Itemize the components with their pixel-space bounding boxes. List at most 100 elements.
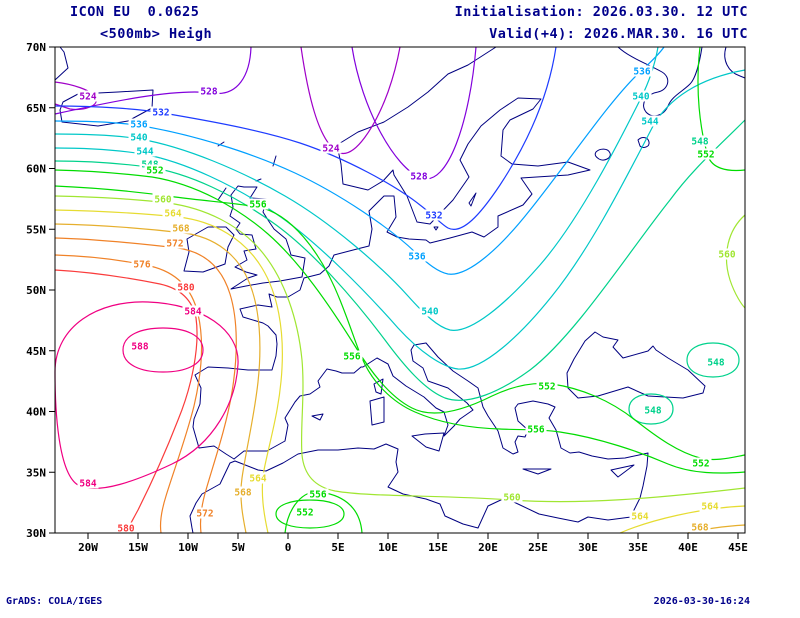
contour-label-572: 572 [196, 508, 213, 519]
contour-label-556: 556 [527, 424, 544, 435]
x-tick-label: 35E [628, 541, 648, 554]
contour-label-544: 544 [641, 116, 658, 127]
contour-line-548 [686, 342, 740, 378]
contour-label-588: 588 [131, 341, 148, 352]
contour-label-bg [689, 521, 711, 533]
contour-label-bg [630, 90, 652, 102]
contour-label-bg [631, 65, 653, 77]
contour-label-bg [690, 457, 712, 469]
contour-label-540: 540 [421, 306, 438, 317]
model-title: ICON EU 0.0625 [70, 4, 200, 20]
creation-timestamp: 2026-03-30-16:24 [653, 596, 750, 607]
contour-label-bg [150, 106, 172, 118]
contour-label-580: 580 [177, 282, 194, 293]
contour-label-536: 536 [633, 66, 650, 77]
contour-label-584: 584 [79, 478, 96, 489]
coastline-path [617, 46, 703, 117]
contour-label-bg [175, 281, 197, 293]
y-tick-label: 45N [26, 345, 46, 358]
coastline-path [411, 432, 445, 452]
contour-label-584: 584 [184, 306, 201, 317]
contour-label-568: 568 [691, 522, 708, 533]
coastline-path [468, 192, 477, 207]
contour-line-552 [275, 499, 345, 529]
contour-label-bg [341, 350, 363, 362]
contour-line-580 [54, 269, 198, 534]
contour-line-588 [122, 327, 204, 373]
contour-label-540: 540 [130, 132, 147, 143]
x-tick-label: 20W [78, 541, 98, 554]
contour-label-548: 548 [644, 405, 661, 416]
coastline-path [272, 155, 277, 167]
contour-label-bg [247, 198, 269, 210]
contour-label-552: 552 [692, 458, 709, 469]
contour-label-564: 564 [164, 208, 181, 219]
contour-label-bg [182, 305, 204, 317]
contour-label-540: 540 [632, 91, 649, 102]
contour-label-552: 552 [296, 507, 313, 518]
contour-label-568: 568 [172, 223, 189, 234]
contour-label-bg [716, 248, 738, 260]
contour-line-564 [619, 505, 746, 534]
y-tick-label: 65N [26, 102, 46, 115]
contour-label-544: 544 [136, 146, 153, 157]
contour-line-552 [54, 169, 746, 461]
coastline-path [233, 342, 474, 460]
contour-label-bg [501, 491, 523, 503]
contour-line-568 [54, 223, 261, 534]
contour-line-560 [54, 195, 746, 503]
contour-label-548: 548 [691, 136, 708, 147]
contour-label-bg [144, 164, 166, 176]
y-tick-label: 60N [26, 163, 46, 176]
x-tick-label: 25E [528, 541, 548, 554]
contour-label-bg [406, 250, 428, 262]
coastline-path [433, 226, 439, 231]
contour-label-564: 564 [701, 501, 718, 512]
coastline-path [311, 413, 324, 421]
contour-label-528: 528 [410, 171, 427, 182]
coastline-path [594, 148, 611, 161]
contour-line-544 [54, 69, 746, 370]
contour-label-532: 532 [425, 210, 442, 221]
x-tick-label: 40E [678, 541, 698, 554]
contour-line-540 [54, 46, 659, 331]
contour-label-bg [247, 472, 269, 484]
coastline-path [369, 396, 385, 426]
coastline-path [566, 331, 706, 399]
contour-label-bg [695, 148, 717, 160]
contour-label-536: 536 [130, 119, 147, 130]
coastline-path [724, 46, 746, 79]
contour-line-572 [54, 237, 237, 534]
contour-line-576 [54, 254, 203, 534]
contour-label-bg [642, 404, 664, 416]
contour-label-556: 556 [309, 489, 326, 500]
contour-label-bg [77, 477, 99, 489]
x-tick-label: 15W [128, 541, 148, 554]
contour-label-bg [128, 131, 150, 143]
x-tick-label: 15E [428, 541, 448, 554]
contour-label-bg [705, 356, 727, 368]
contour-label-bg [129, 340, 151, 352]
contour-label-552: 552 [146, 165, 163, 176]
contour-label-564: 564 [631, 511, 648, 522]
contour-label-bg [689, 135, 711, 147]
contour-label-bg [152, 193, 174, 205]
y-tick-label: 40N [26, 406, 46, 419]
contour-line-548 [628, 393, 674, 425]
contour-label-bg [525, 423, 547, 435]
contour-label-bg [198, 85, 220, 97]
contour-line-536 [54, 46, 665, 275]
contour-label-bg [699, 500, 721, 512]
coastline-path [229, 185, 306, 290]
contour-label-bg [131, 258, 153, 270]
contour-label-532: 532 [152, 107, 169, 118]
contour-label-564: 564 [249, 473, 266, 484]
contour-line-584 [54, 301, 239, 490]
contour-label-548: 548 [707, 357, 724, 368]
coastline-path [217, 187, 227, 201]
grads-stamp: GrADS: COLA/IGES [6, 596, 103, 607]
contour-label-536: 536 [408, 251, 425, 262]
field-title: <500mb> Heigh [100, 26, 213, 42]
contour-label-bg [128, 118, 150, 130]
contour-label-bg [139, 158, 161, 170]
